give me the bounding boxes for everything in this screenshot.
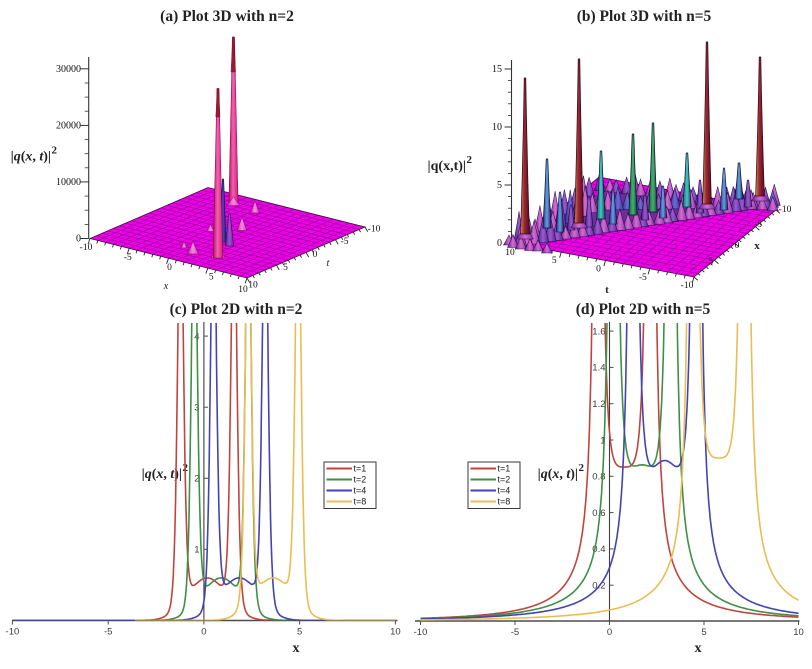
- svg-text:-10: -10: [368, 225, 381, 235]
- svg-text:10: 10: [492, 122, 502, 133]
- svg-text:0: 0: [735, 241, 740, 251]
- svg-text:-5: -5: [754, 220, 762, 230]
- svg-text:t: t: [605, 284, 609, 296]
- svg-text:|q(x, t)|: |q(x, t)|: [142, 467, 182, 482]
- svg-text:2: 2: [579, 462, 585, 474]
- svg-text:t=4: t=4: [354, 486, 367, 496]
- svg-text:(c) Plot 2D with n=2: (c) Plot 2D with n=2: [170, 301, 303, 318]
- svg-text:t=2: t=2: [498, 475, 511, 485]
- svg-text:5: 5: [297, 627, 302, 638]
- svg-text:10: 10: [390, 627, 401, 638]
- svg-text:0: 0: [76, 234, 81, 245]
- svg-text:0.6: 0.6: [592, 508, 605, 519]
- svg-text:2: 2: [467, 154, 473, 166]
- svg-text:-10: -10: [681, 281, 694, 291]
- svg-text:|q(x, t)|: |q(x, t)|: [538, 467, 578, 482]
- svg-text:t=2: t=2: [354, 475, 367, 485]
- svg-text:10: 10: [248, 281, 258, 291]
- svg-text:1: 1: [194, 545, 199, 556]
- svg-text:5: 5: [552, 256, 557, 266]
- svg-text:1.6: 1.6: [592, 326, 605, 337]
- svg-text:1.2: 1.2: [592, 399, 605, 410]
- svg-text:15: 15: [492, 64, 502, 75]
- svg-text:t: t: [327, 258, 331, 269]
- svg-text:20000: 20000: [56, 121, 81, 132]
- svg-text:(d) Plot 2D with n=5: (d) Plot 2D with n=5: [576, 301, 711, 318]
- svg-text:x: x: [163, 281, 169, 292]
- svg-text:10: 10: [238, 285, 248, 295]
- svg-text:3: 3: [194, 403, 199, 414]
- svg-text:5: 5: [497, 180, 502, 191]
- svg-text:30000: 30000: [56, 64, 81, 75]
- svg-text:-10: -10: [6, 627, 20, 638]
- svg-text:x: x: [754, 240, 760, 252]
- svg-text:1.4: 1.4: [592, 363, 605, 374]
- svg-text:-10: -10: [414, 627, 428, 638]
- svg-text:t=1: t=1: [354, 464, 367, 474]
- svg-text:-10: -10: [779, 205, 792, 215]
- svg-text:2: 2: [52, 145, 58, 157]
- svg-text:0: 0: [607, 627, 612, 638]
- svg-text:-5: -5: [104, 627, 112, 638]
- svg-text:0: 0: [313, 250, 318, 260]
- svg-text:|q(x,t)|: |q(x,t)|: [428, 159, 466, 174]
- svg-text:0: 0: [497, 238, 502, 249]
- svg-text:0.4: 0.4: [592, 544, 605, 555]
- svg-text:5: 5: [709, 257, 714, 267]
- svg-text:10000: 10000: [56, 177, 81, 188]
- svg-text:-5: -5: [511, 627, 519, 638]
- svg-text:10: 10: [793, 627, 804, 638]
- svg-text:2: 2: [194, 474, 199, 485]
- svg-text:|q(x, t)|: |q(x, t)|: [11, 150, 51, 165]
- svg-text:0: 0: [167, 263, 172, 273]
- svg-text:t=4: t=4: [498, 486, 511, 496]
- svg-text:t=1: t=1: [498, 464, 511, 474]
- svg-text:x: x: [695, 641, 702, 656]
- svg-text:-10: -10: [80, 243, 93, 253]
- svg-text:5: 5: [283, 263, 288, 273]
- svg-text:(b) Plot 3D with n=5: (b) Plot 3D with n=5: [577, 8, 712, 25]
- svg-text:5: 5: [701, 627, 706, 638]
- svg-text:0: 0: [596, 265, 601, 275]
- svg-text:10: 10: [505, 248, 515, 258]
- svg-text:t=8: t=8: [498, 497, 511, 507]
- svg-text:0.8: 0.8: [592, 472, 605, 483]
- svg-text:t=8: t=8: [354, 497, 367, 507]
- svg-text:-5: -5: [639, 273, 647, 283]
- svg-text:1: 1: [600, 435, 605, 446]
- svg-text:-5: -5: [341, 237, 349, 247]
- svg-text:0: 0: [201, 627, 206, 638]
- svg-text:-5: -5: [124, 253, 132, 263]
- svg-text:x: x: [293, 641, 300, 656]
- svg-text:(a) Plot 3D with n=2: (a) Plot 3D with n=2: [160, 8, 294, 25]
- svg-text:5: 5: [209, 273, 214, 283]
